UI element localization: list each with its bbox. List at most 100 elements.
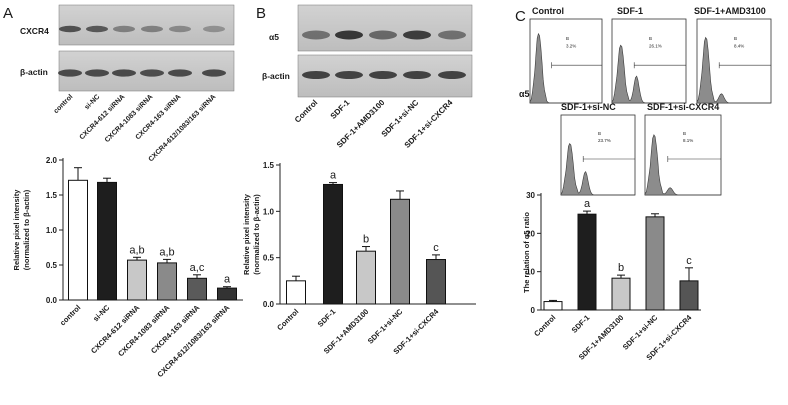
y-tick-label: 0 bbox=[531, 306, 536, 315]
significance-label: a bbox=[584, 198, 591, 210]
blot-band bbox=[140, 69, 164, 77]
x-tick-label: SDF-1+si-NC bbox=[366, 307, 405, 346]
blot-band bbox=[438, 71, 466, 79]
significance-label: c bbox=[433, 242, 439, 254]
bar bbox=[286, 280, 306, 305]
x-tick-label: SDF-1 bbox=[316, 307, 338, 329]
blot-b-bands bbox=[302, 30, 466, 79]
blot-band bbox=[302, 30, 330, 40]
blot-b-alpha5-strip bbox=[297, 4, 473, 52]
histogram-title: SDF-1+si-NC bbox=[561, 102, 616, 112]
blot-band bbox=[203, 25, 225, 33]
gate-percent: 8.1% bbox=[683, 138, 693, 143]
blot-band bbox=[141, 25, 163, 33]
gate-percent: 26.1% bbox=[649, 44, 662, 49]
x-tick-label: control bbox=[58, 303, 82, 327]
blot-band bbox=[113, 25, 135, 33]
bar bbox=[577, 213, 597, 311]
y-tick-label: 1.0 bbox=[263, 207, 275, 216]
gate-name: B bbox=[683, 131, 686, 136]
y-tick-label: 1.5 bbox=[46, 191, 58, 200]
bar bbox=[323, 183, 343, 305]
gate-name: B bbox=[649, 36, 652, 41]
histogram-curve bbox=[644, 134, 721, 196]
histogram-title: SDF-1+AMD3100 bbox=[694, 6, 766, 16]
bar bbox=[543, 301, 563, 311]
significance-label: a bbox=[224, 274, 231, 286]
y-axis-title: (normalized to β-actin) bbox=[22, 189, 31, 270]
blot-lane-label: control bbox=[53, 93, 75, 115]
blot-band bbox=[369, 30, 397, 40]
y-tick-label: 0.0 bbox=[263, 300, 275, 309]
x-tick-label: Control bbox=[532, 313, 557, 338]
gate-percent: 3.2% bbox=[566, 44, 576, 49]
blot-lane-label: Control bbox=[293, 98, 319, 124]
blot-band bbox=[403, 71, 431, 79]
histogram-curve bbox=[560, 143, 635, 196]
blot-band bbox=[85, 69, 109, 77]
panel-c-label: C bbox=[515, 8, 526, 25]
x-tick-label: SDF-1 bbox=[570, 313, 592, 335]
y-axis-title: Relative pixel intensity bbox=[12, 189, 21, 271]
histogram-curve bbox=[529, 32, 602, 104]
bar bbox=[679, 280, 699, 311]
significance-label: a bbox=[330, 170, 337, 182]
bar bbox=[217, 287, 237, 301]
y-tick-label: 1.5 bbox=[263, 161, 275, 170]
blot-b-row-alpha5: α5 bbox=[269, 32, 279, 42]
blot-band bbox=[403, 30, 431, 40]
bar bbox=[187, 277, 207, 301]
blot-a-bands bbox=[58, 25, 226, 77]
blot-band bbox=[335, 30, 363, 40]
blot-band bbox=[112, 69, 136, 77]
bar bbox=[426, 259, 446, 305]
blot-band bbox=[369, 71, 397, 79]
bar bbox=[356, 250, 376, 305]
blot-a-row-actin: β-actin bbox=[20, 67, 48, 77]
histogram-curve bbox=[611, 44, 686, 104]
histogram-title: SDF-1+si-CXCR4 bbox=[647, 102, 719, 112]
histogram-title: Control bbox=[532, 6, 564, 16]
chart-a: 0.0 0.5 1.0 1.5 2.0 Relative pixel intensity(… bbox=[12, 156, 243, 379]
histogram-title: SDF-1 bbox=[617, 6, 643, 16]
histogram-curve bbox=[696, 36, 771, 104]
significance-label: a,b bbox=[159, 246, 174, 258]
y-tick-label: 20 bbox=[526, 229, 535, 238]
gate-name: B bbox=[734, 36, 737, 41]
significance-label: a,b bbox=[129, 244, 144, 256]
bar bbox=[645, 216, 665, 311]
blot-b-row-actin: β-actin bbox=[262, 71, 290, 81]
y-tick-label: 0.5 bbox=[263, 254, 275, 263]
bar bbox=[390, 198, 410, 305]
y-axis-title: (normalized to β-actin) bbox=[252, 194, 261, 275]
blot-a-row-cxcr4: CXCR4 bbox=[20, 26, 49, 36]
chart-c: 0 10 20 30 The relation of α5 ratio Control a S… bbox=[522, 191, 701, 362]
blot-band bbox=[202, 69, 226, 77]
blot-band bbox=[302, 71, 330, 79]
x-tick-label: si-NC bbox=[91, 303, 112, 324]
y-tick-label: 30 bbox=[526, 191, 535, 200]
chart-b: 0.0 0.5 1.0 1.5 Relative pixel intensity (nor… bbox=[242, 161, 476, 356]
blot-band bbox=[335, 71, 363, 79]
blot-band bbox=[58, 69, 82, 77]
blot-band bbox=[59, 25, 81, 33]
gate-percent: 23.7% bbox=[598, 138, 611, 143]
bar bbox=[97, 181, 117, 301]
bar bbox=[157, 262, 177, 301]
x-tick-label: Control bbox=[275, 307, 300, 332]
blot-band bbox=[169, 25, 191, 33]
significance-label: a,c bbox=[190, 262, 205, 274]
significance-label: b bbox=[618, 262, 624, 274]
blot-lane-label: CXCR4-612 siRNA bbox=[79, 93, 127, 141]
blot-b-lane-labels: Control SDF-1SDF-1+AMD3100SDF-1+si-NCSDF-… bbox=[293, 98, 455, 150]
y-tick-label: 1.0 bbox=[46, 226, 58, 235]
y-tick-label: 10 bbox=[526, 268, 535, 277]
bar bbox=[68, 179, 88, 301]
significance-label: b bbox=[363, 234, 369, 246]
y-axis-title: The relation of α5 ratio bbox=[522, 212, 531, 293]
y-tick-label: 0.0 bbox=[46, 296, 58, 305]
blot-a-cxcr4-strip bbox=[58, 4, 235, 46]
